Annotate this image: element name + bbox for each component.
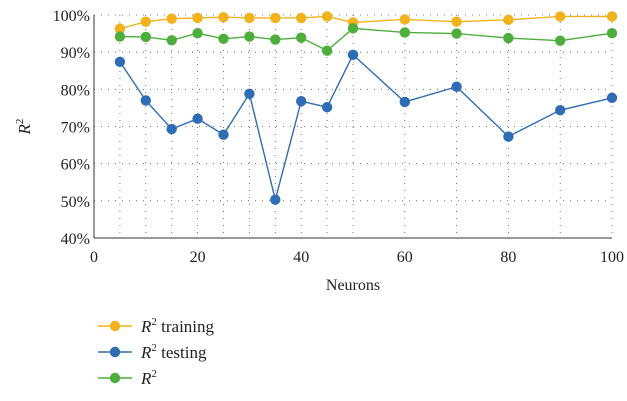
data-point	[114, 31, 126, 42]
y-axis-label-base: R	[15, 123, 34, 135]
y-axis-label: R2	[14, 119, 34, 136]
data-point	[399, 14, 410, 25]
legend-label: R2 testing	[140, 342, 207, 362]
data-point	[166, 35, 177, 46]
data-point	[321, 11, 333, 22]
data-point	[606, 11, 618, 22]
legend-label-base: R	[140, 317, 152, 336]
data-point	[244, 31, 255, 42]
series-0	[114, 11, 618, 34]
data-point	[503, 131, 514, 142]
legend-item-2: R2	[98, 368, 157, 388]
legend-marker	[109, 320, 121, 332]
data-point	[451, 16, 462, 27]
legend-item-0: R2 training	[98, 316, 215, 336]
data-point	[114, 23, 126, 34]
data-point	[192, 28, 203, 39]
data-point	[218, 33, 229, 44]
data-point	[270, 194, 281, 205]
data-point	[503, 32, 514, 44]
data-point	[555, 104, 566, 116]
series-layer	[114, 11, 618, 205]
legend-item-1: R2 testing	[98, 342, 207, 362]
y-tick-label: 40%	[61, 231, 90, 248]
data-point	[555, 11, 566, 22]
y-tick-label: 50%	[61, 194, 90, 211]
data-point	[218, 129, 229, 140]
data-point	[166, 123, 177, 135]
data-point	[166, 13, 177, 24]
series-line	[119, 53, 613, 200]
x-tick-label: 60	[397, 249, 413, 266]
legend-label-base: R	[140, 369, 152, 388]
legend-label-sup: 2	[151, 342, 157, 354]
data-point	[347, 23, 359, 34]
y-tick-label: 70%	[61, 120, 90, 137]
y-axis-label-sup: 2	[14, 119, 26, 125]
data-point	[140, 95, 151, 106]
x-tick-label: 100	[600, 249, 624, 266]
data-point	[296, 96, 307, 107]
data-point	[321, 101, 333, 113]
data-point	[606, 28, 618, 39]
y-axis-label-text: R2	[14, 119, 34, 136]
data-point	[114, 56, 126, 68]
data-point	[296, 12, 307, 24]
y-tick-label: 60%	[61, 157, 90, 174]
data-point	[296, 32, 307, 43]
data-point	[270, 12, 281, 24]
series-1	[114, 49, 618, 205]
labels-layer: 40% 50% 60% 70% 80% 90% 100% 0 20 40 60 80 100 Neuron…	[14, 8, 624, 294]
legend-label: R2	[140, 368, 157, 388]
data-point	[347, 49, 359, 60]
data-point	[244, 12, 255, 24]
data-point	[270, 34, 281, 45]
data-point	[218, 12, 229, 23]
axes-layer	[93, 15, 612, 239]
legend-marker	[109, 346, 121, 358]
legend-label-base: R	[140, 343, 152, 362]
data-point	[399, 27, 410, 38]
legend-label-suffix: training	[157, 317, 215, 336]
y-tick-label: 100%	[53, 8, 90, 25]
legend-label-sup: 2	[151, 316, 157, 328]
data-point	[606, 92, 618, 104]
data-point	[503, 14, 514, 26]
data-point	[140, 16, 151, 27]
data-point	[555, 35, 566, 46]
data-point	[321, 45, 333, 56]
x-axis-label: Neurons	[326, 277, 380, 294]
data-point	[451, 81, 462, 92]
data-point	[451, 28, 462, 39]
x-tick-label: 0	[90, 249, 98, 266]
data-point	[244, 88, 255, 99]
x-tick-label: 40	[293, 249, 309, 266]
y-tick-label: 90%	[61, 45, 90, 62]
legend-label: R2 training	[140, 316, 215, 336]
data-point	[140, 31, 151, 43]
y-tick-label: 80%	[61, 82, 90, 99]
series-2	[114, 23, 618, 56]
legend-label-sup: 2	[151, 368, 157, 380]
data-point	[399, 96, 410, 108]
data-point	[192, 12, 203, 24]
legend-marker	[109, 372, 121, 384]
legend-label-suffix: testing	[157, 343, 207, 362]
x-tick-label: 80	[500, 249, 516, 266]
data-point	[192, 113, 203, 124]
x-tick-label: 20	[190, 249, 206, 266]
